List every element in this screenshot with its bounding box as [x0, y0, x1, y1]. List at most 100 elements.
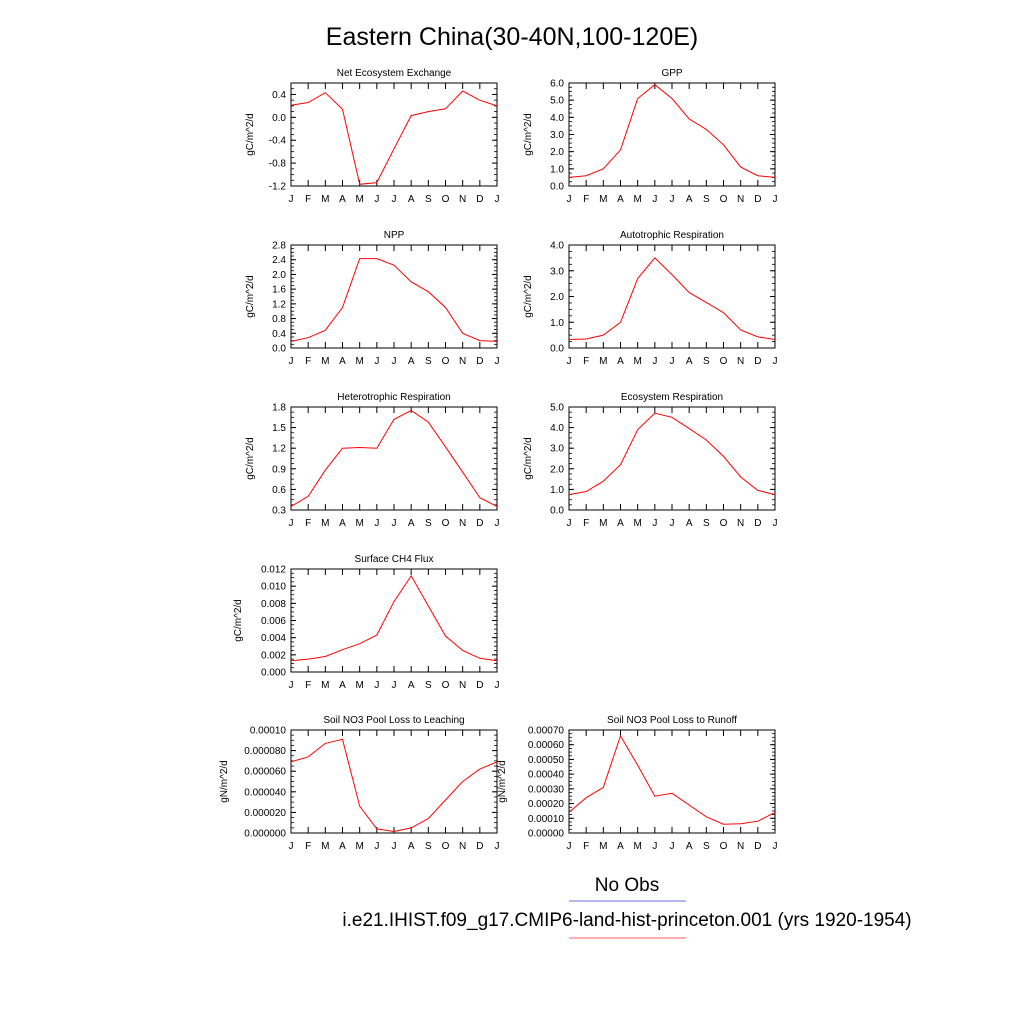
panel-er-frame	[568, 406, 776, 511]
panel-runoff-ytick-label: 0.00030	[528, 784, 565, 795]
panel-npp-title: NPP	[384, 230, 405, 241]
panel-gpp-ytick-label: 0.0	[550, 182, 564, 193]
panel-er-xtick-label: J	[773, 518, 778, 529]
panel-nee-xtick-label: O	[442, 194, 450, 205]
panel-ar-xtick-label: O	[720, 356, 728, 367]
panel-ch4-ytick-label: 0.000	[261, 668, 286, 679]
panel-nee-title: Net Ecosystem Exchange	[337, 68, 452, 79]
panel-leach-xtick-label: J	[392, 841, 397, 852]
panel-npp-xtick-label: J	[495, 356, 500, 367]
panel-gpp-xtick-label: M	[599, 194, 607, 205]
panel-runoff-xtick-label: J	[670, 841, 675, 852]
panel-leach-title: Soil NO3 Pool Loss to Leaching	[323, 715, 464, 726]
panel-ar-xtick-label: M	[633, 356, 641, 367]
panel-gpp-xtick-label: M	[633, 194, 641, 205]
panel-nee-xtick-label: M	[355, 194, 363, 205]
panel-hr-ytick-label: 0.3	[272, 506, 286, 517]
panel-ch4-ytick-label: 0.002	[261, 650, 286, 661]
panel-npp-ytick-label: 0.4	[272, 329, 286, 340]
panel-ar-xtick-label: N	[737, 356, 744, 367]
panel-ch4-xtick-label: J	[495, 680, 500, 691]
figure-title: Eastern China(30-40N,100-120E)	[326, 23, 698, 51]
panel-runoff-xtick-label: J	[567, 841, 572, 852]
panel-runoff-xtick-label: O	[720, 841, 728, 852]
panel-npp-xtick-label: D	[476, 356, 483, 367]
panel-ar-series-line	[568, 257, 776, 340]
panel-npp-ytick-label: 1.6	[272, 285, 286, 296]
panel-hr: Heterotrophic Respiration gC/m^2/d 0.3 0.6 0…	[245, 392, 500, 529]
panel-leach-xtick-label: J	[289, 841, 294, 852]
panel-er-xtick-label: S	[703, 518, 710, 529]
panel-gpp-xtick-label: D	[754, 194, 761, 205]
panel-npp-xtick-label: M	[355, 356, 363, 367]
panel-npp-ytick-label: 0.8	[272, 314, 286, 325]
panel-ch4-xtick-label: A	[339, 680, 346, 691]
panel-leach-xtick-label: A	[408, 841, 415, 852]
panel-leach-xtick-label: S	[425, 841, 432, 852]
panel-er-xtick-label: M	[633, 518, 641, 529]
panel-leach-ytick-label: 0.000000	[244, 829, 286, 840]
panel-ar-xtick-label: A	[686, 356, 693, 367]
panel-ar-xtick-label: J	[670, 356, 675, 367]
panel-nee-series-line	[290, 90, 498, 185]
panel-leach-xtick-label: J	[495, 841, 500, 852]
panel-gpp-title: GPP	[661, 68, 682, 79]
panel-hr-xtick-label: J	[495, 518, 500, 529]
panel-runoff-xtick-label: A	[686, 841, 693, 852]
panel-runoff-ytick-label: 0.00050	[528, 755, 565, 766]
panel-ch4-xtick-label: J	[392, 680, 397, 691]
panel-hr-ytick-label: 1.8	[272, 403, 286, 414]
panel-runoff-xtick-label: N	[737, 841, 744, 852]
panel-gpp-xtick-label: A	[617, 194, 624, 205]
panel-hr-xtick-label: O	[442, 518, 450, 529]
panel-ar: Autotrophic Respiration gC/m^2/d 0.0 1.0 2.0…	[523, 230, 778, 367]
panel-ar-frame	[568, 244, 776, 349]
panel-npp-xtick-label: J	[392, 356, 397, 367]
panel-er-xtick-label: J	[670, 518, 675, 529]
panel-gpp-xtick-label: S	[703, 194, 710, 205]
panel-leach: Soil NO3 Pool Loss to Leaching gN/m^2/d 0.…	[219, 715, 500, 852]
panel-er-xtick-label: F	[583, 518, 589, 529]
panel-runoff-ytick-label: 0.00010	[528, 814, 565, 825]
panel-nee-ytick-label: 0.0	[272, 113, 286, 124]
panel-nee-xtick-label: J	[392, 194, 397, 205]
panel-hr-xtick-label: D	[476, 518, 483, 529]
panel-er-ylabel: gC/m^2/d	[523, 437, 534, 480]
panel-runoff: Soil NO3 Pool Loss to Runoff gN/m^2/d 0.00…	[497, 715, 778, 852]
panel-runoff-series-line	[568, 734, 776, 825]
panel-hr-xtick-label: S	[425, 518, 432, 529]
panel-ar-xtick-label: D	[754, 356, 761, 367]
panel-nee-ytick-label: -1.2	[269, 182, 287, 193]
panel-gpp-series-line	[568, 84, 776, 178]
panel-leach-xtick-label: F	[305, 841, 311, 852]
panel-nee: Net Ecosystem Exchange gC/m^2/d -1.2 -0.8 -0…	[245, 68, 500, 205]
panel-hr-xtick-label: A	[408, 518, 415, 529]
panel-gpp-xtick-label: J	[773, 194, 778, 205]
panel-runoff-xtick-label: F	[583, 841, 589, 852]
panel-er-xtick-label: N	[737, 518, 744, 529]
panel-hr-xtick-label: F	[305, 518, 311, 529]
panel-ch4-ytick-label: 0.012	[261, 565, 286, 576]
panel-er-xtick-label: J	[652, 518, 657, 529]
panel-leach-xtick-label: D	[476, 841, 483, 852]
panel-npp-series-line	[290, 258, 498, 342]
panel-ch4-series-line	[290, 574, 498, 662]
panel-gpp-xtick-label: F	[583, 194, 589, 205]
panel-npp-xtick-label: J	[374, 356, 379, 367]
panel-ch4-xtick-label: N	[459, 680, 466, 691]
panel-nee-ylabel: gC/m^2/d	[245, 113, 256, 156]
panel-runoff-xtick-label: J	[652, 841, 657, 852]
panel-leach-ytick-label: 0.000020	[244, 808, 286, 819]
legend-label-obs: No Obs	[595, 875, 659, 896]
panel-er-title: Ecosystem Respiration	[621, 392, 723, 403]
panel-ch4-ytick-label: 0.006	[261, 616, 286, 627]
panels: Net Ecosystem Exchange gC/m^2/d -1.2 -0.8 -0…	[219, 68, 778, 852]
panel-nee-xtick-label: N	[459, 194, 466, 205]
panel-ar-xtick-label: J	[773, 356, 778, 367]
panel-ar-xtick-label: M	[599, 356, 607, 367]
panel-npp-xtick-label: N	[459, 356, 466, 367]
panel-gpp-xtick-label: J	[670, 194, 675, 205]
legend: No Obs i.e21.IHIST.f09_g17.CMIP6-land-hi…	[342, 875, 912, 939]
